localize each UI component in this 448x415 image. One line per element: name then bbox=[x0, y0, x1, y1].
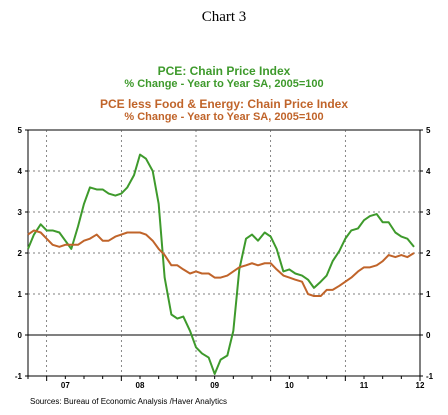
legend-series-1-title: PCE: Chain Price Index bbox=[157, 64, 291, 78]
x-tick-label: 07 bbox=[61, 381, 70, 390]
chart-title: Chart 3 bbox=[201, 9, 247, 25]
x-tick-label: 12 bbox=[416, 381, 425, 390]
y-tick-label-right: 5 bbox=[426, 126, 431, 135]
y-tick-label-right: -1 bbox=[426, 372, 434, 381]
y-tick-label-right: 2 bbox=[426, 249, 431, 258]
legend-series-2-title: PCE less Food & Energy: Chain Price Inde… bbox=[99, 97, 349, 111]
y-tick-label-left: 1 bbox=[18, 290, 23, 299]
source-note: Sources: Bureau of Economic Analysis /Ha… bbox=[30, 397, 227, 406]
y-tick-label-right: 1 bbox=[426, 290, 431, 299]
series-line-2 bbox=[27, 229, 415, 298]
legend-series-1-subtitle: % Change - Year to Year SA, 2005=100 bbox=[124, 78, 324, 90]
y-tick-label-left: 2 bbox=[18, 249, 23, 258]
x-tick-label: 08 bbox=[136, 381, 145, 390]
y-tick-label-left: 4 bbox=[18, 167, 23, 176]
series-line-1 bbox=[27, 153, 415, 375]
y-tick-label-left: 0 bbox=[18, 331, 23, 340]
x-tick-label: 11 bbox=[360, 381, 369, 390]
x-tick-label: 09 bbox=[210, 381, 219, 390]
y-tick-label-left: 5 bbox=[18, 126, 23, 135]
x-tick-label: 10 bbox=[285, 381, 294, 390]
legend-series-2-subtitle: % Change - Year to Year SA, 2005=100 bbox=[124, 111, 324, 123]
y-tick-label-left: 3 bbox=[18, 208, 23, 217]
y-tick-label-left: -1 bbox=[15, 372, 23, 381]
y-tick-label-right: 4 bbox=[426, 167, 431, 176]
y-tick-label-right: 0 bbox=[426, 331, 431, 340]
y-tick-label-right: 3 bbox=[426, 208, 431, 217]
